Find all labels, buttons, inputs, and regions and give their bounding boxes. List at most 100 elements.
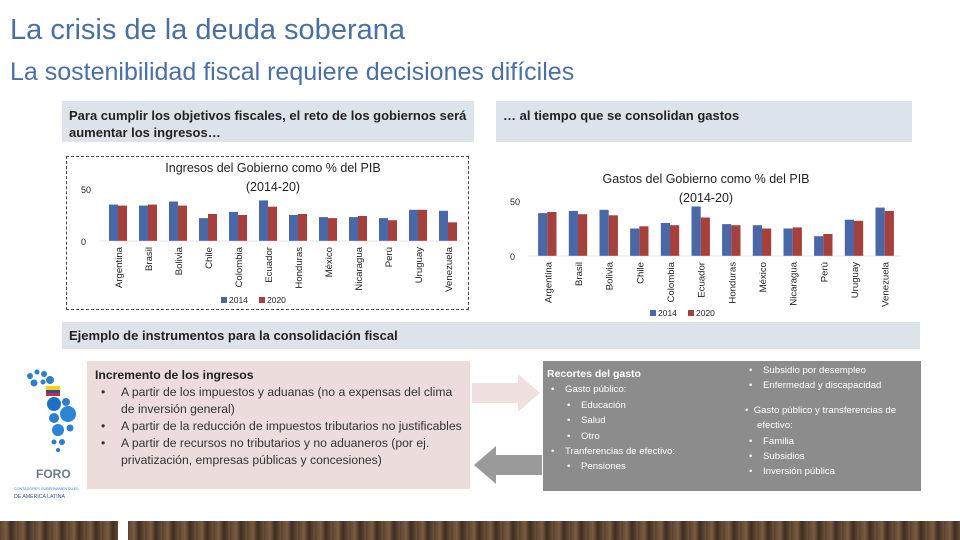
bar-2014-bolivia (169, 201, 178, 241)
bar-2020-bolivia (608, 215, 618, 256)
x-tick-label: Honduras (727, 262, 738, 304)
bar-2020-bolivia (178, 205, 187, 241)
x-tick-label: Chile (635, 262, 646, 284)
bar-2014-nicaragua (349, 217, 358, 241)
bar-2020-nicaragua (792, 227, 802, 256)
x-tick-label: Venezuela (444, 246, 455, 291)
bar-2014-colombia (660, 223, 670, 256)
bar-2014-méxico (752, 225, 762, 256)
list-item: A partir de la reducción de impuestos tr… (95, 418, 462, 435)
chart-title-line1: Ingresos del Gobierno como % del PIB (165, 161, 380, 175)
bar-2020-chile (208, 214, 217, 241)
bar-2020-venezuela (448, 222, 457, 241)
bar-2020-colombia (238, 215, 247, 241)
bar-2020-ecuador (268, 206, 277, 241)
arrow-right-icon (472, 374, 540, 412)
bar-2014-méxico (319, 217, 328, 241)
bar-2020-méxico (328, 218, 337, 241)
bar-2020-honduras (298, 214, 307, 241)
bar-2020-uruguay (418, 209, 427, 241)
decorative-strip-left (0, 521, 118, 540)
bar-2020-colombia (670, 225, 680, 256)
page-title: La crisis de la deuda soberana (10, 14, 405, 46)
x-tick-label: Chile (204, 247, 215, 269)
bar-2014-argentina (538, 213, 548, 256)
bar-2014-perú (379, 218, 388, 241)
list-item: Educación (547, 398, 737, 414)
bar-2014-honduras (289, 215, 298, 241)
bar-2020-argentina (118, 205, 127, 241)
bar-2020-perú (388, 220, 397, 241)
y-tick-label: 50 (81, 185, 91, 195)
legend-swatch-2020 (259, 297, 265, 303)
x-tick-label: Uruguay (414, 247, 425, 283)
x-tick-label: Argentina (543, 261, 554, 303)
bar-2014-uruguay (844, 219, 854, 256)
chart-title-line2: (2014-20) (679, 191, 733, 205)
x-tick-label: Uruguay (850, 262, 861, 298)
page-subtitle: La sostenibilidad fiscal requiere decisi… (10, 58, 575, 86)
list-item: A partir de los impuestos y aduanas (no … (95, 384, 462, 418)
cuts-gasto-transfer-label: Gasto público y transferencias de efecti… (753, 404, 897, 432)
foro-logo: FORO CONTADORES GUBERNAMENTALES DE AMERI… (14, 369, 79, 500)
y-tick-label: 50 (510, 197, 520, 207)
logo-line2: DE AMERICA LATINA (14, 494, 65, 500)
bar-2014-bolivia (599, 209, 609, 256)
x-tick-label: Bolivia (174, 246, 185, 275)
bar-2020-argentina (547, 212, 557, 256)
x-tick-label: Nicaragua (354, 246, 365, 290)
bar-2014-ecuador (259, 200, 268, 241)
chart-title-line2: (2014-20) (246, 180, 300, 194)
bar-2014-honduras (722, 224, 732, 256)
bar-2014-nicaragua (783, 228, 793, 256)
legend-label-2014: 2014 (229, 295, 248, 305)
bar-2020-venezuela (884, 210, 894, 256)
right-header: … al tiempo que se consolidan gastos (496, 101, 912, 142)
spending-chart-svg: Gastos del Gobierno como % del PIB (2014-… (510, 172, 900, 318)
logo-mark (27, 369, 76, 452)
bar-2014-chile (199, 218, 208, 241)
x-tick-label: Bolivia (605, 261, 616, 290)
bar-2020-honduras (731, 225, 741, 256)
bar-2020-brasil (578, 214, 588, 256)
legend-swatch-2014 (650, 310, 656, 316)
bar-2014-argentina (109, 204, 118, 241)
list-item: Subsidios (729, 449, 919, 465)
revenue-chart: Ingresos del Gobierno como % del PIB (201… (66, 156, 469, 310)
legend-label-2020: 2020 (267, 295, 286, 305)
list-item: Salud (547, 413, 737, 429)
cuts-transferencias: Tranferencias de efectivo: (547, 444, 737, 460)
y-tick-label: 0 (81, 237, 86, 247)
bar-2014-brasil (568, 210, 578, 256)
bar-2014-brasil (139, 205, 148, 241)
bar-2014-ecuador (691, 206, 701, 256)
list-item: Subsidio por desempleo (729, 363, 919, 379)
spending-chart: Gastos del Gobierno como % del PIB (2014-… (498, 166, 908, 322)
revenue-increase-list: A partir de los impuestos y aduanas (no … (95, 384, 462, 469)
list-item: A partir de recursos no tributarios y no… (95, 435, 462, 469)
list-item: Enfermedad y discapacidad (729, 378, 919, 394)
revenue-chart-svg: Ingresos del Gobierno como % del PIB (201… (81, 161, 463, 305)
bar-2020-méxico (762, 228, 772, 256)
list-item: Pensiones (547, 459, 737, 475)
x-tick-label: Honduras (294, 247, 305, 289)
x-tick-label: Ecuador (264, 246, 275, 283)
cuts-left-column: Recortes del gasto Gasto público: Educac… (547, 367, 737, 475)
cuts-gasto-publico: Gasto público: (547, 382, 737, 398)
decorative-strip-right (128, 521, 960, 540)
x-tick-label: Argentina (114, 246, 125, 288)
legend-swatch-2014 (221, 297, 227, 303)
bar-2020-brasil (148, 204, 157, 241)
x-tick-label: Colombia (234, 246, 245, 287)
spending-cuts-box: Recortes del gasto Gasto público: Educac… (543, 361, 921, 491)
bar-2014-perú (814, 236, 824, 256)
x-tick-label: Perú (819, 262, 830, 282)
list-item: Familia (729, 434, 919, 450)
bar-2014-venezuela (875, 207, 885, 256)
list-item: Otro (547, 429, 737, 445)
cuts-gasto-transfer: • Gasto público y transferencias de efec… (745, 404, 897, 432)
x-tick-label: Colombia (666, 261, 677, 302)
bar-2020-uruguay (854, 220, 864, 256)
cuts-title: Recortes del gasto (547, 368, 641, 380)
x-tick-label: Nicaragua (789, 261, 800, 305)
